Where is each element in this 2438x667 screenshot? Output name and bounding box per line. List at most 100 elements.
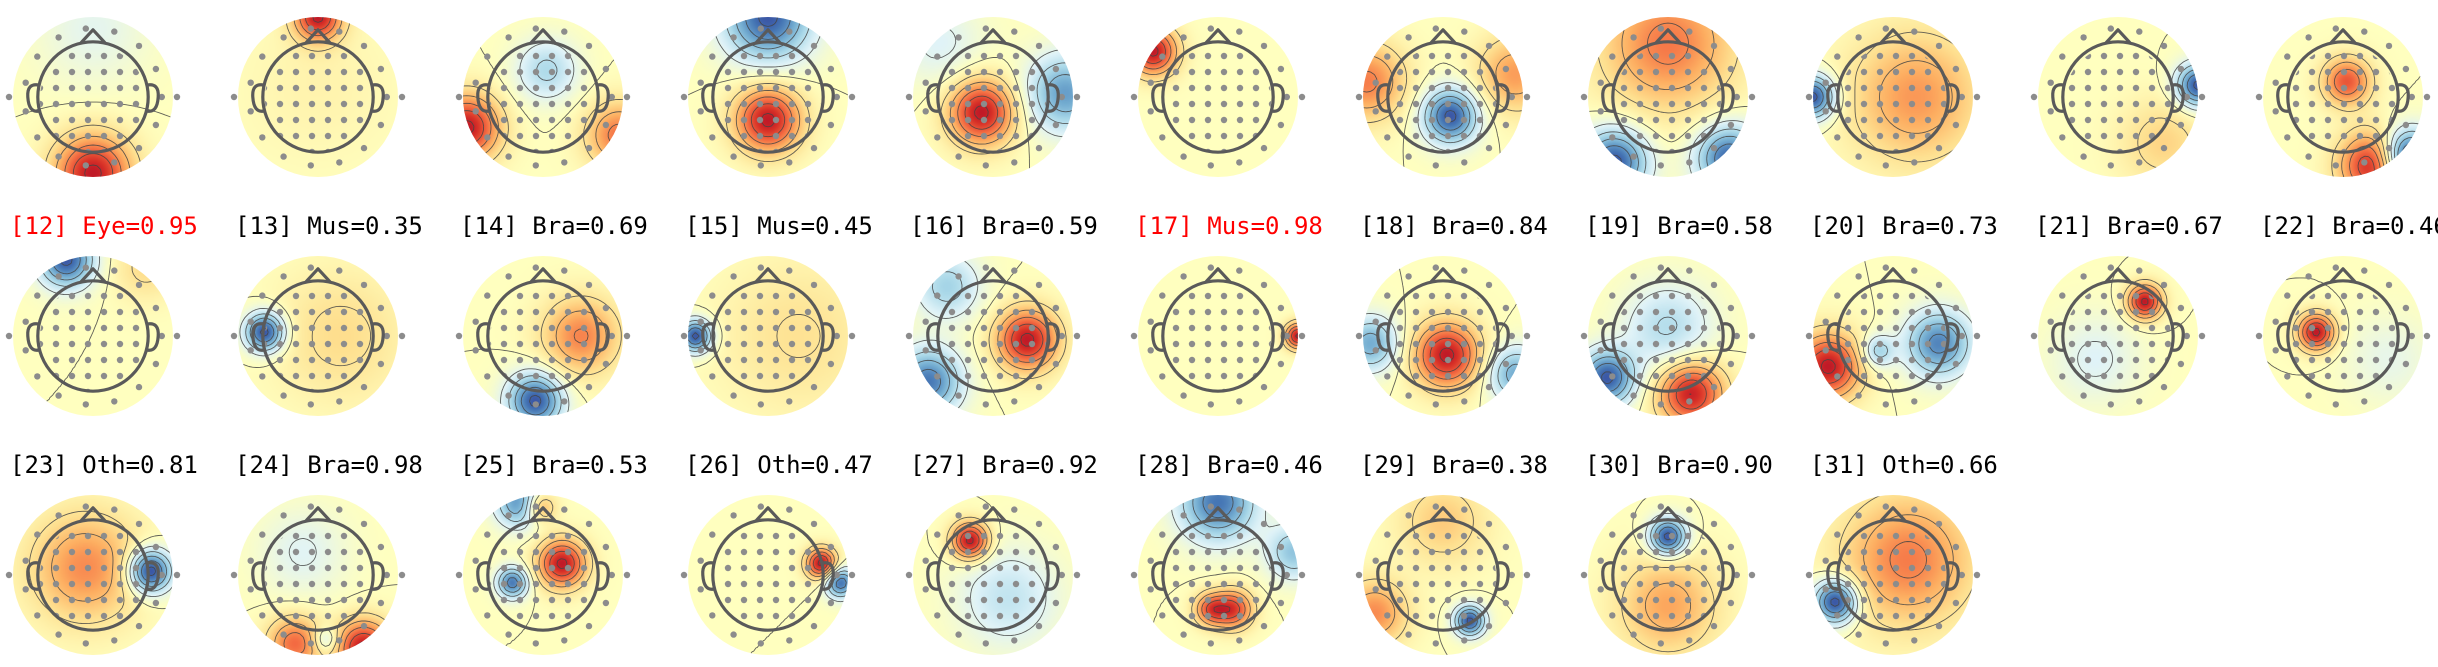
sensor-25	[561, 637, 568, 644]
sensor-09	[1935, 144, 1943, 152]
component-label-11: [11] Bra=0.74	[2260, 0, 2438, 1]
sensor-27	[1011, 506, 1018, 513]
sensor-23	[22, 557, 29, 564]
sensor-30	[1710, 520, 1718, 528]
sensor-30	[1597, 557, 1604, 564]
left-ear-27	[926, 561, 940, 591]
sensor-01	[152, 65, 160, 73]
sensor-30	[1710, 622, 1718, 630]
head-outline-22	[2286, 279, 2400, 393]
left-ear-03	[476, 83, 490, 113]
sensor-28	[1207, 503, 1215, 510]
topomap-18: [18] Bra=0.84	[1355, 212, 1548, 416]
sensor-05	[1035, 144, 1043, 152]
sensor-25	[532, 503, 539, 510]
left-ear-06	[1151, 83, 1165, 113]
sensor-01	[22, 79, 29, 86]
sensor-28	[1147, 557, 1154, 564]
head-outline-20	[1836, 279, 1950, 393]
topomap-28: [28] Bra=0.46	[1130, 451, 1323, 655]
head-outline-03	[486, 40, 600, 154]
sensor-31	[1935, 622, 1943, 630]
sensor-array-23	[39, 523, 147, 631]
component-label-26: [26] Oth=0.47	[685, 451, 873, 479]
sensor-13	[259, 373, 266, 380]
sensor-31	[1882, 503, 1890, 510]
sensor-12	[111, 267, 118, 274]
nose-24	[304, 506, 332, 522]
right-ear-09	[1946, 83, 1960, 113]
sensor-11	[2385, 144, 2393, 152]
head-outline-02	[261, 40, 375, 154]
component-label-12: [12] Eye=0.95	[10, 212, 198, 240]
left-ear-12	[26, 322, 40, 352]
sensor-12	[152, 360, 160, 368]
sensor-28	[1207, 640, 1215, 647]
sensor-14	[602, 304, 610, 312]
sensor-16	[982, 264, 989, 271]
sensor-09	[1952, 65, 1960, 73]
sensor-28	[1130, 571, 1138, 579]
sensor-22	[2332, 401, 2339, 408]
sensor-array-07	[1389, 45, 1497, 153]
sensor-20	[1834, 292, 1841, 299]
sensor-12	[173, 332, 181, 340]
topomap-02: [02] Eye=0.97	[230, 0, 423, 177]
sensor-01	[82, 162, 90, 169]
sensor-12	[152, 304, 160, 312]
sensor-29	[1355, 571, 1363, 579]
sensor-10	[2160, 144, 2168, 152]
sensor-03	[472, 79, 479, 86]
sensor-13	[259, 292, 266, 299]
sensor-array-05	[939, 45, 1047, 153]
sensor-15	[810, 383, 818, 391]
sensor-25	[602, 543, 610, 551]
sensor-17	[1207, 264, 1215, 271]
sensor-10	[2059, 53, 2066, 60]
sensor-11	[2402, 65, 2410, 73]
sensor-03	[484, 134, 491, 141]
sensor-06	[1180, 153, 1187, 160]
sensor-22	[2385, 281, 2393, 289]
topomap-22: [22] Bra=0.46	[2255, 212, 2438, 416]
sensor-array-19	[1614, 284, 1722, 392]
component-label-25: [25] Bra=0.53	[460, 451, 648, 479]
topomap-06: [06] Mus=0.33	[1130, 0, 1323, 177]
component-label-19: [19] Bra=0.58	[1585, 212, 1773, 240]
topomap-27: [27] Bra=0.92	[905, 451, 1098, 655]
topomap-17: [17] Mus=0.98	[1130, 212, 1323, 416]
sensor-27	[955, 631, 962, 638]
sensor-03	[602, 121, 610, 129]
right-ear-22	[2396, 322, 2410, 352]
sensor-10	[2080, 34, 2087, 41]
sensor-21	[2107, 264, 2114, 271]
sensor-array-20	[1839, 284, 1947, 392]
left-ear-16	[926, 322, 940, 352]
sensor-30	[1657, 640, 1665, 647]
nose-02	[304, 28, 332, 44]
sensor-13	[360, 383, 368, 391]
sensor-07	[1384, 53, 1391, 60]
sensor-05	[1073, 93, 1081, 101]
sensor-21	[2136, 267, 2143, 274]
sensor-30	[1727, 543, 1735, 551]
sensor-13	[307, 264, 314, 271]
nose-17	[1204, 267, 1232, 283]
right-ear-25	[596, 561, 610, 591]
topomap-20: [20] Bra=0.73	[1805, 212, 1998, 416]
sensor-30	[1727, 599, 1735, 607]
sensor-15	[810, 281, 818, 289]
head-outline-23	[36, 518, 150, 632]
sensor-25	[484, 531, 491, 538]
sensor-28	[1159, 531, 1166, 538]
component-label-04: [04] Bra=0.99	[685, 0, 873, 1]
right-ear-14	[596, 322, 610, 352]
sensor-23	[55, 512, 62, 519]
sensor-22	[2284, 292, 2291, 299]
sensor-11	[2272, 108, 2279, 115]
sensor-12	[82, 264, 90, 271]
sensor-14	[585, 281, 593, 289]
sensor-09	[1822, 79, 1829, 86]
sensor-15	[827, 360, 835, 368]
sensor-28	[1298, 571, 1306, 579]
